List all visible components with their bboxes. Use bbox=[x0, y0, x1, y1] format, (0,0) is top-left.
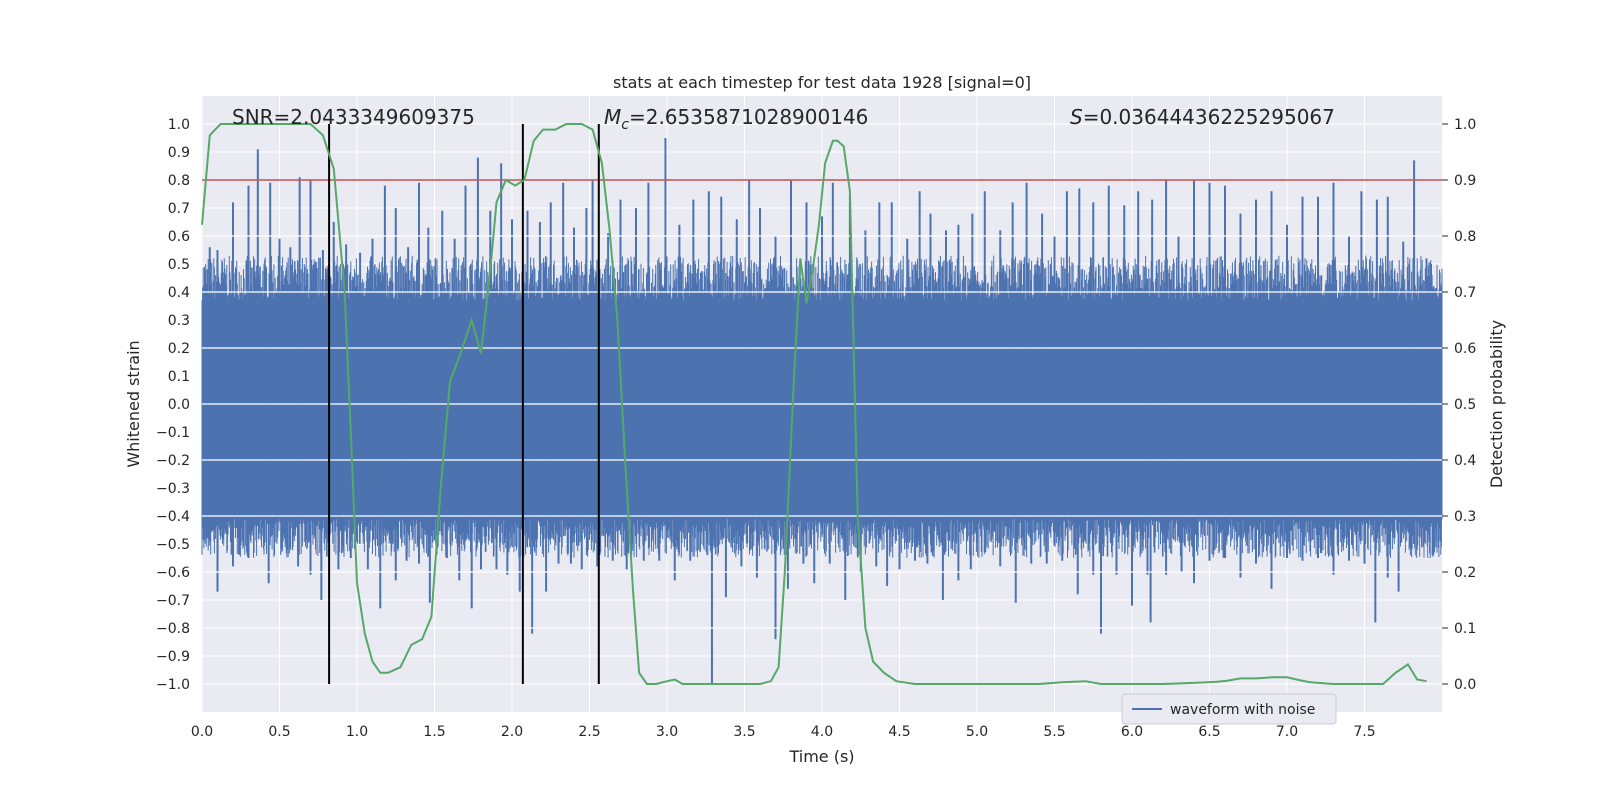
y-tick-label: −0.1 bbox=[156, 425, 190, 441]
y2-axis-label: Detection probability bbox=[1487, 320, 1506, 488]
detection-probability-line bbox=[201, 123, 1427, 685]
x-tick-label: 2.0 bbox=[501, 724, 523, 740]
s-value: =0.03644436225295067 bbox=[1083, 105, 1335, 129]
y-tick-label: −0.3 bbox=[156, 481, 190, 497]
y-tick-label: 0.4 bbox=[168, 285, 190, 301]
x-axis-label: Time (s) bbox=[788, 747, 854, 766]
y2-tick-label: 0.2 bbox=[1454, 565, 1476, 581]
x-tick-label: 7.0 bbox=[1276, 724, 1298, 740]
x-tick-label: 1.5 bbox=[423, 724, 445, 740]
legend-box bbox=[1121, 693, 1337, 725]
y-tick-label: −0.6 bbox=[156, 565, 190, 581]
y2-tick-label: 1.0 bbox=[1454, 117, 1476, 133]
y-tick-label: 0.0 bbox=[168, 397, 190, 413]
y-tick-label: −0.8 bbox=[156, 621, 190, 637]
y-tick-label: 0.9 bbox=[168, 145, 190, 161]
y-tick-label: −0.5 bbox=[156, 537, 190, 553]
x-tick-label: 5.0 bbox=[966, 724, 988, 740]
y-tick-label: −0.4 bbox=[156, 509, 190, 525]
y2-tick-label: 0.6 bbox=[1454, 341, 1476, 357]
x-tick-label: 3.0 bbox=[656, 724, 678, 740]
x-tick-label: 2.5 bbox=[578, 724, 600, 740]
x-tick-label: 4.5 bbox=[888, 724, 910, 740]
x-tick-label: 1.0 bbox=[346, 724, 368, 740]
y2-tick-label: 0.9 bbox=[1454, 173, 1476, 189]
y2-tick-label: 0.7 bbox=[1454, 285, 1476, 301]
y2-tick-label: 0.4 bbox=[1454, 453, 1476, 469]
chirp-mass-annotation: Mc=2.6535871028900146 bbox=[604, 105, 868, 133]
y-tick-label: −0.9 bbox=[156, 649, 190, 665]
x-tick-label: 6.5 bbox=[1198, 724, 1220, 740]
y-axis-ticks: 1.0 0.9 0.8 0.7 0.6 0.5 0.4 0.3 0.2 0.1 0.0 −0.1 −0.… bbox=[156, 117, 190, 693]
x-tick-label: 0.0 bbox=[191, 724, 213, 740]
y2-tick-label: 0.0 bbox=[1454, 677, 1476, 693]
y-tick-label: 0.3 bbox=[168, 313, 190, 329]
vertical-lines bbox=[328, 124, 600, 684]
y2-axis-ticks: 1.0 0.9 0.8 0.7 0.6 0.5 0.4 0.3 0.2 0.1 0.0 bbox=[1442, 117, 1476, 693]
s-annotation: S=0.03644436225295067 bbox=[1070, 105, 1335, 129]
legend: waveform with noise bbox=[1121, 693, 1337, 725]
y2-tick-label: 0.1 bbox=[1454, 621, 1476, 637]
chirp-mass-value: =2.6535871028900146 bbox=[629, 105, 868, 129]
x-tick-label: 5.5 bbox=[1043, 724, 1065, 740]
y-tick-label: 0.1 bbox=[168, 369, 190, 385]
snr-annotation: SNR=2.0433349609375 bbox=[232, 105, 475, 129]
y-tick-label: 0.7 bbox=[168, 201, 190, 217]
x-axis-ticks: 0.0 0.5 1.0 1.5 2.0 2.5 3.0 3.5 4.0 4.5 5.0 5.5 6.0 6… bbox=[191, 724, 1376, 740]
s-symbol: S bbox=[1070, 105, 1083, 129]
y2-tick-label: 0.8 bbox=[1454, 229, 1476, 245]
y-tick-label: 0.5 bbox=[168, 257, 190, 273]
y-tick-label: −0.7 bbox=[156, 593, 190, 609]
x-tick-label: 4.0 bbox=[811, 724, 833, 740]
plot-area bbox=[201, 123, 1443, 685]
x-tick-label: 0.5 bbox=[268, 724, 290, 740]
y-tick-label: −0.2 bbox=[156, 453, 190, 469]
y-axis-label: Whitened strain bbox=[124, 340, 143, 467]
y2-tick-label: 0.3 bbox=[1454, 509, 1476, 525]
waveform-series bbox=[201, 138, 1443, 684]
x-tick-label: 3.5 bbox=[733, 724, 755, 740]
chirp-mass-symbol: M bbox=[604, 105, 621, 129]
y2-tick-label: 0.5 bbox=[1454, 397, 1476, 413]
chart-title: stats at each timestep for test data 192… bbox=[613, 73, 1031, 92]
y-tick-label: 1.0 bbox=[168, 117, 190, 133]
x-tick-label: 7.5 bbox=[1353, 724, 1375, 740]
y-tick-label: 0.2 bbox=[168, 341, 190, 357]
chirp-mass-subscript: c bbox=[621, 117, 629, 133]
y-tick-label: −1.0 bbox=[156, 677, 190, 693]
y-tick-label: 0.8 bbox=[168, 173, 190, 189]
probability-series bbox=[201, 123, 1427, 685]
legend-label: waveform with noise bbox=[1170, 702, 1315, 718]
y-tick-label: 0.6 bbox=[168, 229, 190, 245]
x-tick-label: 6.0 bbox=[1121, 724, 1143, 740]
